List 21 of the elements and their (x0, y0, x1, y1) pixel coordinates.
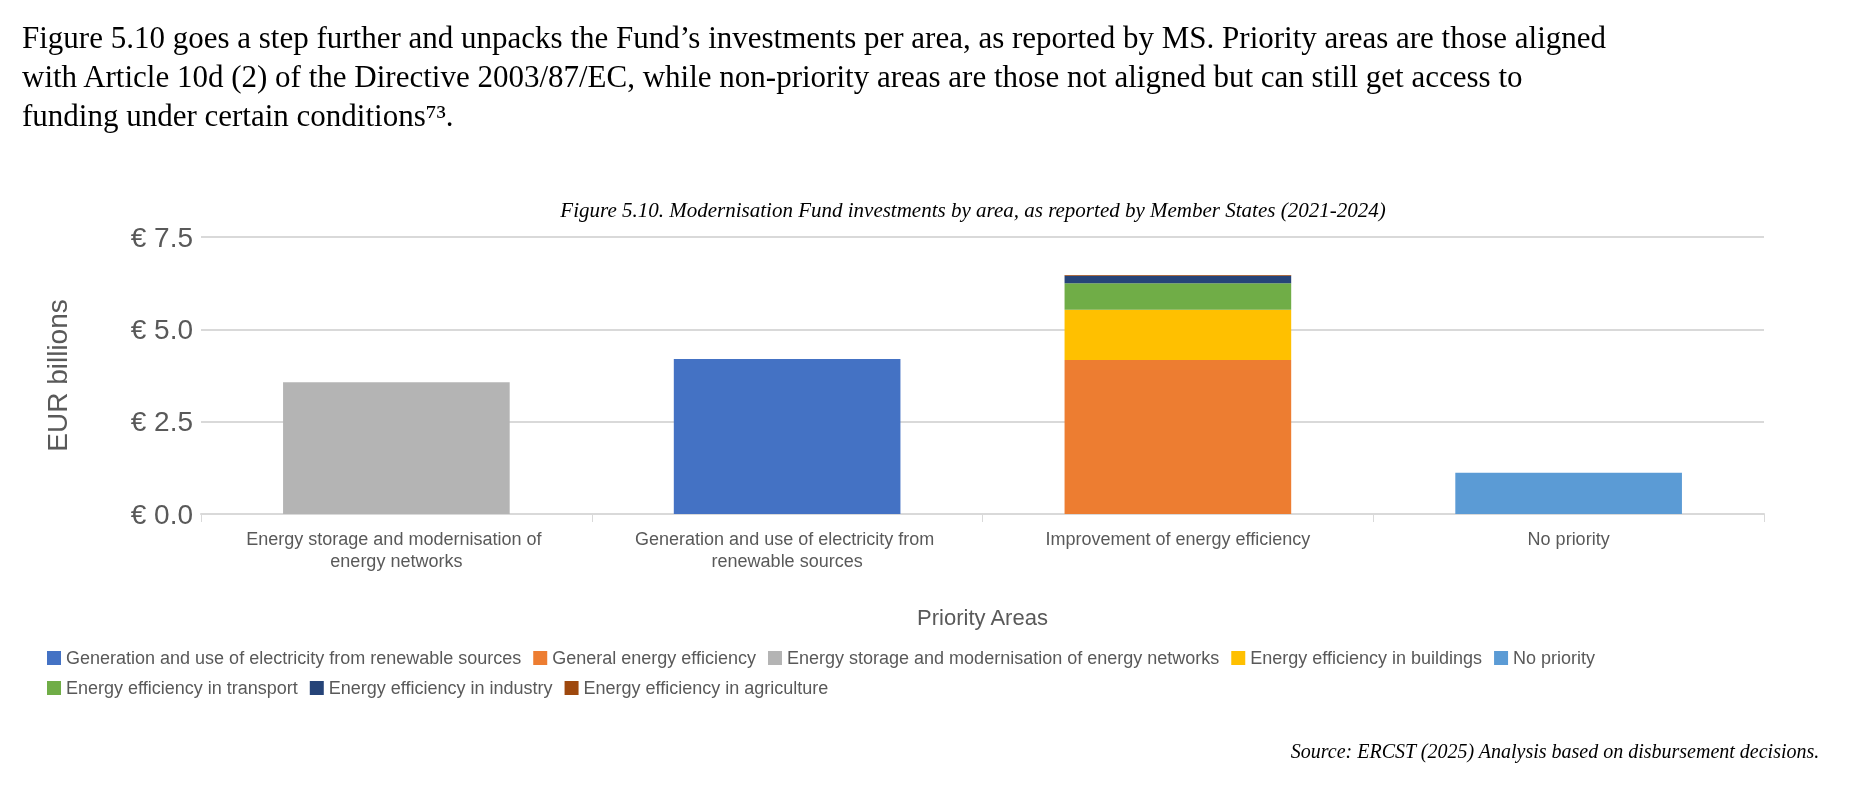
legend-label: Energy storage and modernisation of energy networks (787, 648, 1220, 668)
x-axis-title: Priority Areas (917, 604, 1048, 630)
legend-label: Generation and use of electricity from renewable sources (66, 648, 522, 668)
x-tick-label: Energy storage and modernisation of energy networks (246, 529, 547, 571)
y-tick-label: € 5.0 (130, 313, 193, 345)
x-tick-label: Improvement of energy efficiency (1045, 529, 1311, 549)
legend-label: Energy efficiency in agriculture (583, 678, 829, 698)
y-tick-label: € 7.5 (130, 221, 193, 253)
x-tick-label: Generation and use of electricity from renewable sources (635, 529, 940, 571)
y-tick-label: € 0.0 (130, 498, 193, 530)
legend-label: General energy efficiency (552, 648, 757, 668)
x-tick-label: No priority (1527, 529, 1610, 549)
y-tick-label: € 2.5 (130, 406, 193, 438)
legend-label: No priority (1513, 648, 1596, 668)
source-note: Source: ERCST (2025) Analysis based on disbursement decisions. (1290, 740, 1820, 763)
legend-label: Energy efficiency in transport (66, 678, 298, 698)
legend-label: Energy efficiency in buildings (1250, 648, 1483, 668)
legend-label: Energy efficiency in industry (328, 678, 553, 698)
caption: Figure 5.10 goes a step further and unpacks the Fund’s investments per area, as reported by MS. Priority areas are those aligned with Article 10d (2) of the Directive 2003/87/EC, while non-priority areas are those not aligned but can still get access to funding under certain conditions⁷³. (22, 20, 1614, 133)
y-axis-title: EUR billions (41, 299, 73, 452)
chart-title: Figure 5.10. Modernisation Fund investments by area, as reported by Member States (2021-2024) (559, 197, 1386, 222)
